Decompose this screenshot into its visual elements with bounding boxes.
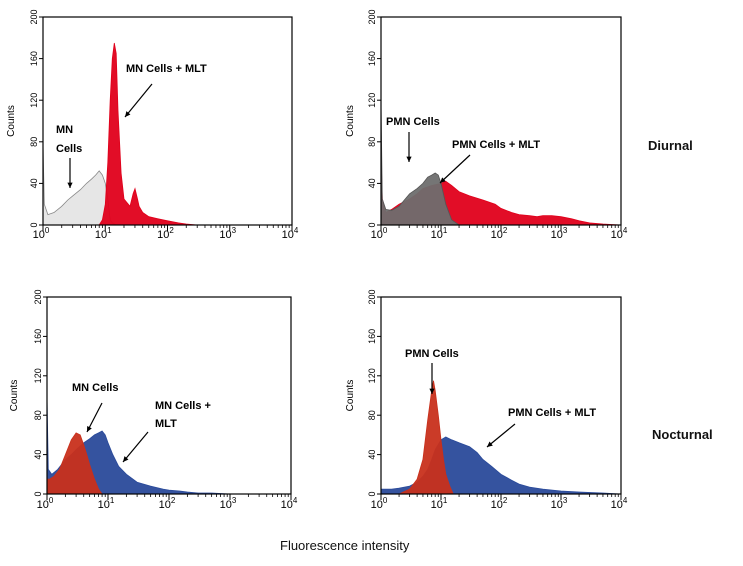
annotation-label: PMN Cells [386, 116, 440, 128]
annotation-label: PMN Cells + MLT [508, 407, 596, 419]
annotation-label: MN Cells + [155, 400, 211, 412]
annotation-label: MN [56, 124, 73, 136]
annotation-arrow-head [406, 156, 412, 162]
annotation-label: PMN Cells [405, 348, 459, 360]
y-tick-label: 40 [29, 178, 39, 188]
y-tick-label: 80 [367, 137, 377, 147]
y-tick-label: 0 [367, 491, 377, 496]
x-tick-label: 104 [611, 496, 628, 511]
annotation-label: MN Cells [72, 382, 118, 394]
y-tick-label: 80 [367, 410, 377, 420]
annotation-arrow-line [122, 431, 149, 463]
y-tick-label: 200 [29, 9, 39, 24]
histogram-area-control [46, 432, 103, 495]
y-tick-label: 40 [367, 450, 377, 460]
histogram-panel-diurnal-pmn: 0 40 80 120 160 200 Counts 100 101 102 103 104 PMN C… [345, 9, 628, 241]
x-tick-label: 104 [281, 496, 298, 511]
y-tick-label: 160 [33, 329, 43, 344]
histogram-area-treated [98, 42, 230, 226]
x-tick-label: 101 [95, 226, 112, 241]
histogram-panel-nocturnal-mn: 0 40 80 120 160 200 Counts 100 101 102 103 104 MN Ce… [9, 289, 298, 511]
x-tick-label: 104 [611, 226, 628, 241]
x-tick-label: 101 [98, 496, 115, 511]
x-tick-label: 100 [37, 496, 54, 511]
annotation-arrow-head [429, 388, 435, 394]
y-axis-label: Counts [345, 380, 356, 412]
y-tick-label: 160 [367, 51, 377, 66]
histogram-area-control [380, 100, 461, 226]
histogram-area-control [398, 380, 454, 495]
y-tick-label: 0 [29, 222, 39, 227]
y-tick-label: 160 [29, 51, 39, 66]
annotation-label: MLT [155, 418, 177, 430]
row-label-diurnal: Diurnal [648, 138, 693, 153]
x-tick-label: 100 [33, 226, 50, 241]
y-tick-label: 40 [33, 450, 43, 460]
y-tick-label: 200 [367, 289, 377, 304]
y-tick-label: 120 [29, 93, 39, 108]
x-tick-label: 102 [159, 496, 176, 511]
y-tick-label: 160 [367, 329, 377, 344]
annotation-label: Cells [56, 143, 82, 155]
y-tick-label: 120 [367, 93, 377, 108]
y-tick-label: 80 [29, 137, 39, 147]
y-tick-label: 120 [33, 368, 43, 383]
x-tick-label: 102 [491, 496, 508, 511]
y-tick-label: 200 [33, 289, 43, 304]
x-tick-label: 101 [431, 496, 448, 511]
annotation-arrow-head [67, 182, 73, 188]
histogram-panel-diurnal-mn: 0 40 80 120 160 200 Counts 100 101 102 103 104 MN Ce… [6, 9, 299, 241]
annotation-label: PMN Cells + MLT [452, 139, 540, 151]
y-tick-label: 40 [367, 178, 377, 188]
annotation-label: MN Cells + MLT [126, 63, 207, 75]
histogram-panel-nocturnal-pmn: 0 40 80 120 160 200 Counts 100 101 102 103 104 PMN C… [345, 289, 628, 511]
x-tick-label: 104 [282, 226, 299, 241]
annotation-arrow-head [125, 111, 131, 117]
y-tick-label: 200 [367, 9, 377, 24]
plot-frame [380, 296, 622, 495]
y-tick-label: 120 [367, 368, 377, 383]
x-tick-label: 100 [371, 226, 388, 241]
x-tick-label: 103 [219, 226, 236, 241]
annotation-arrow-line [86, 402, 103, 433]
y-tick-label: 0 [367, 222, 377, 227]
annotation-arrow-head [487, 441, 493, 447]
annotation-arrow-line [439, 154, 471, 184]
y-tick-label: 0 [33, 491, 43, 496]
annotation-arrow-head [123, 456, 129, 462]
x-tick-label: 100 [371, 496, 388, 511]
shared-x-axis-label: Fluorescence intensity [280, 538, 410, 553]
x-tick-label: 103 [551, 496, 568, 511]
annotation-arrow-line [486, 423, 516, 448]
y-tick-label: 80 [33, 410, 43, 420]
y-axis-label: Counts [6, 105, 17, 137]
y-axis-label: Counts [9, 380, 20, 412]
x-tick-label: 102 [157, 226, 174, 241]
annotation-arrow-line [124, 83, 153, 118]
y-axis-label: Counts [345, 105, 356, 137]
annotation-arrow-head [440, 177, 446, 183]
x-tick-label: 103 [551, 226, 568, 241]
x-tick-label: 102 [491, 226, 508, 241]
annotation-arrow-head [87, 426, 92, 432]
x-tick-label: 103 [220, 496, 237, 511]
row-label-nocturnal: Nocturnal [652, 427, 713, 442]
x-tick-label: 101 [431, 226, 448, 241]
